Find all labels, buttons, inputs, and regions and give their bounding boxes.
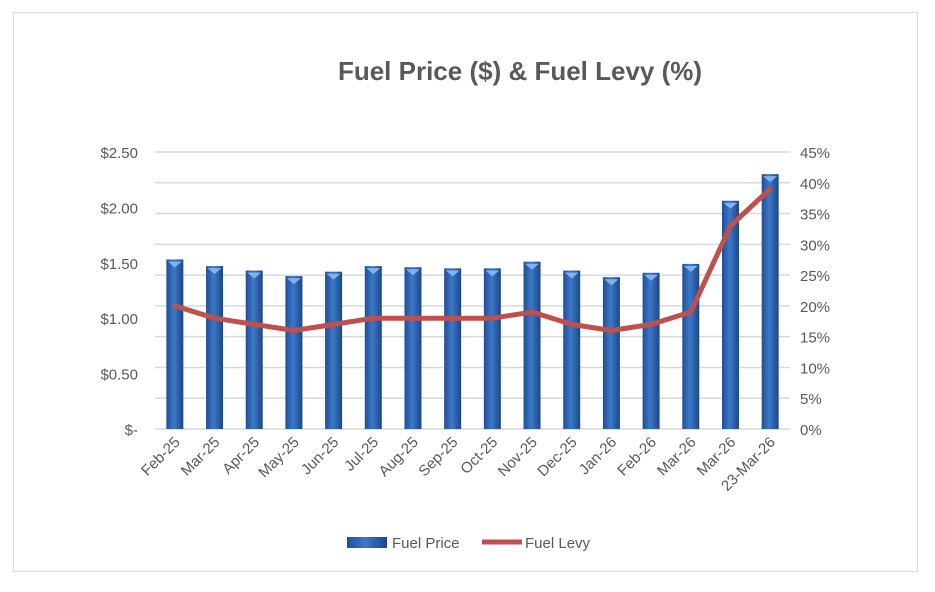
bar bbox=[523, 261, 541, 429]
chart-title: Fuel Price ($) & Fuel Levy (%) bbox=[338, 56, 702, 86]
bar bbox=[721, 200, 739, 429]
right-tick-label: 20% bbox=[800, 299, 830, 316]
bar-cap bbox=[564, 272, 579, 279]
bar-cap bbox=[485, 270, 500, 277]
bar-cap bbox=[247, 272, 262, 279]
left-tick-label: $1.00 bbox=[100, 311, 138, 328]
bar-cap bbox=[723, 202, 738, 209]
bar-cap bbox=[683, 265, 698, 272]
bar-cap bbox=[366, 268, 381, 275]
right-tick-label: 5% bbox=[800, 391, 822, 408]
bar-cap bbox=[525, 263, 540, 270]
legend-label-fuel-price: Fuel Price bbox=[392, 535, 460, 552]
bar bbox=[602, 277, 620, 429]
left-tick-label: $2.00 bbox=[100, 200, 138, 217]
bar bbox=[444, 268, 462, 429]
right-tick-label: 25% bbox=[800, 268, 830, 285]
right-tick-label: 10% bbox=[800, 360, 830, 377]
left-tick-label: $- bbox=[125, 422, 138, 439]
right-tick-label: 35% bbox=[800, 207, 830, 224]
bar bbox=[206, 266, 224, 429]
bar bbox=[483, 268, 501, 429]
right-tick-label: 30% bbox=[800, 237, 830, 254]
fuel-levy-line bbox=[172, 186, 773, 334]
chart-frame bbox=[13, 12, 918, 572]
bar-cap bbox=[445, 270, 460, 277]
right-tick-label: 40% bbox=[800, 176, 830, 193]
bar bbox=[563, 270, 581, 429]
bar-cap bbox=[763, 176, 778, 183]
right-tick-label: 0% bbox=[800, 422, 822, 439]
bar bbox=[761, 174, 779, 429]
bar-cap bbox=[167, 261, 182, 268]
bar-cap bbox=[405, 269, 420, 276]
right-tick-label: 15% bbox=[800, 330, 830, 347]
bar-cap bbox=[207, 268, 222, 275]
legend-swatch-fuel-price bbox=[347, 537, 387, 548]
left-tick-label: $2.50 bbox=[100, 145, 138, 162]
bar bbox=[642, 272, 660, 429]
bar-cap bbox=[326, 273, 341, 280]
left-tick-label: $0.50 bbox=[100, 367, 138, 384]
legend-label-fuel-levy: Fuel Levy bbox=[525, 535, 591, 552]
bar bbox=[245, 270, 263, 429]
bar-cap bbox=[644, 274, 659, 281]
bar-cap bbox=[604, 279, 619, 286]
bar bbox=[285, 276, 303, 429]
bar bbox=[404, 267, 422, 429]
bar bbox=[166, 259, 184, 429]
bar-cap bbox=[286, 278, 301, 285]
right-tick-label: 45% bbox=[800, 145, 830, 162]
bar bbox=[364, 266, 382, 429]
left-tick-label: $1.50 bbox=[100, 256, 138, 273]
bar bbox=[325, 271, 343, 429]
